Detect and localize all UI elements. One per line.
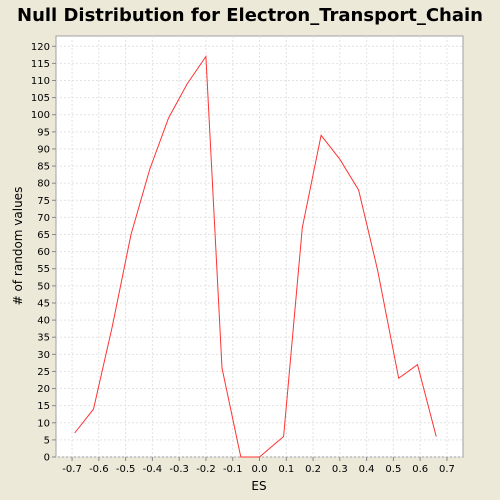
y-tick-label: 80 <box>37 179 50 190</box>
x-tick-label: 0.1 <box>278 464 294 475</box>
x-tick-label: 0.0 <box>252 464 268 475</box>
y-tick-label: 65 <box>37 230 50 241</box>
x-tick-label: -0.1 <box>223 464 243 475</box>
y-tick-label: 110 <box>31 76 50 87</box>
y-tick-label: 120 <box>31 42 50 53</box>
y-tick-label: 25 <box>37 367 50 378</box>
y-tick-label: 70 <box>37 213 50 224</box>
y-tick-label: 105 <box>31 93 50 104</box>
x-tick-label: 0.3 <box>332 464 348 475</box>
x-tick-label: -0.4 <box>143 464 163 475</box>
x-tick-label: 0.4 <box>359 464 375 475</box>
x-tick-label: 0.7 <box>439 464 455 475</box>
y-tick-label: 95 <box>37 127 50 138</box>
y-axis-label: # of random values <box>11 187 25 306</box>
x-tick-label: -0.5 <box>116 464 136 475</box>
y-tick-label: 15 <box>37 401 50 412</box>
x-tick-label: 0.6 <box>412 464 428 475</box>
y-tick-label: 35 <box>37 333 50 344</box>
chart-title: Null Distribution for Electron_Transport… <box>17 5 483 26</box>
x-axis-ticks: -0.7 -0.6 -0.5 -0.4 -0.3 -0.2 -0.1 0.0 0.1 0.2 0.3… <box>62 457 455 475</box>
y-tick-label: 20 <box>37 384 50 395</box>
y-tick-label: 0 <box>44 453 50 464</box>
y-tick-label: 75 <box>37 196 50 207</box>
x-tick-label: -0.7 <box>62 464 82 475</box>
y-tick-label: 50 <box>37 281 50 292</box>
x-tick-label: 0.2 <box>305 464 321 475</box>
y-tick-label: 100 <box>31 110 50 121</box>
y-tick-label: 115 <box>31 59 50 70</box>
x-axis-label: ES <box>251 479 266 493</box>
x-tick-label: -0.6 <box>89 464 109 475</box>
x-tick-label: -0.3 <box>169 464 189 475</box>
y-tick-label: 10 <box>37 418 50 429</box>
y-axis-ticks: 0 5 10 15 20 25 30 35 40 45 50 55 60 65 70 75 80 85 90 95 10… <box>31 42 56 464</box>
y-tick-label: 5 <box>44 435 50 446</box>
y-tick-label: 55 <box>37 264 50 275</box>
x-tick-label: 0.5 <box>385 464 401 475</box>
y-tick-label: 90 <box>37 144 50 155</box>
y-tick-label: 85 <box>37 162 50 173</box>
x-tick-label: -0.2 <box>196 464 216 475</box>
y-tick-label: 30 <box>37 350 50 361</box>
y-tick-label: 45 <box>37 298 50 309</box>
series-line <box>74 54 437 458</box>
y-tick-label: 60 <box>37 247 50 258</box>
plot-area <box>55 35 464 458</box>
y-tick-label: 40 <box>37 316 50 327</box>
